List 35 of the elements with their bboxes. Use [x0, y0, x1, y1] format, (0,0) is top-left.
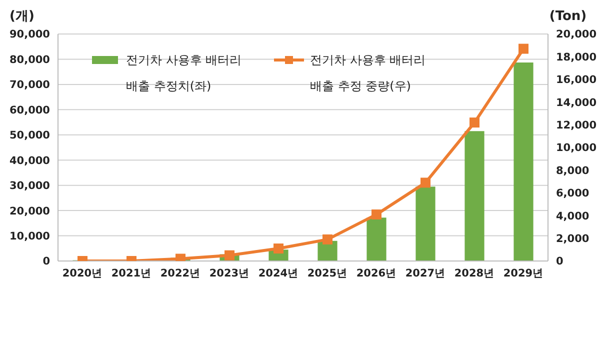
y-axis-title: (개) [10, 9, 34, 24]
y2-axis-title: (Ton) [549, 9, 587, 24]
legend-label: 전기차 사용후 배터리 배출 추정 중량(우) [310, 52, 427, 95]
y-tick-label: 50,000 [9, 130, 50, 142]
legend-label: 전기차 사용후 배터리 배출 추정치(좌) [126, 52, 243, 95]
y-tick-label: 60,000 [9, 104, 50, 116]
y2-tick-label: 18,000 [556, 51, 597, 64]
y-tick-label: 20,000 [9, 205, 50, 218]
x-tick-label: 2025년 [307, 267, 348, 280]
x-tick-label: 2020년 [62, 267, 103, 280]
y-tick-label: 40,000 [9, 154, 50, 167]
y2-tick-label: 10,000 [556, 142, 597, 154]
x-tick-label: 2023년 [209, 267, 250, 280]
y-tick-label: 90,000 [9, 28, 50, 41]
y2-tick-label: 4,000 [556, 210, 590, 222]
y2-tick-label: 6,000 [556, 188, 590, 200]
y2-tick-label: 2,000 [556, 233, 590, 246]
y2-tick-label: 16,000 [556, 74, 597, 86]
x-tick-label: 2026년 [356, 267, 397, 280]
x-tick-label: 2022년 [160, 267, 201, 280]
x-tick-label: 2024년 [258, 267, 299, 280]
y-tick-label: 80,000 [9, 54, 50, 66]
y2-tick-label: 8,000 [556, 164, 590, 177]
y2-tick-label: 0 [556, 256, 564, 268]
y2-tick-label: 12,000 [556, 120, 597, 132]
y-tick-label: 30,000 [9, 180, 50, 192]
x-tick-label: 2029년 [503, 267, 544, 280]
y2-tick-label: 14,000 [556, 96, 597, 109]
y-tick-label: 0 [42, 256, 50, 268]
y2-tick-label: 20,000 [556, 28, 597, 41]
x-tick-label: 2021년 [111, 267, 152, 280]
x-tick-label: 2028년 [454, 267, 495, 280]
y-tick-label: 10,000 [9, 230, 50, 243]
y-tick-label: 70,000 [9, 79, 50, 92]
x-tick-label: 2027년 [405, 267, 446, 280]
